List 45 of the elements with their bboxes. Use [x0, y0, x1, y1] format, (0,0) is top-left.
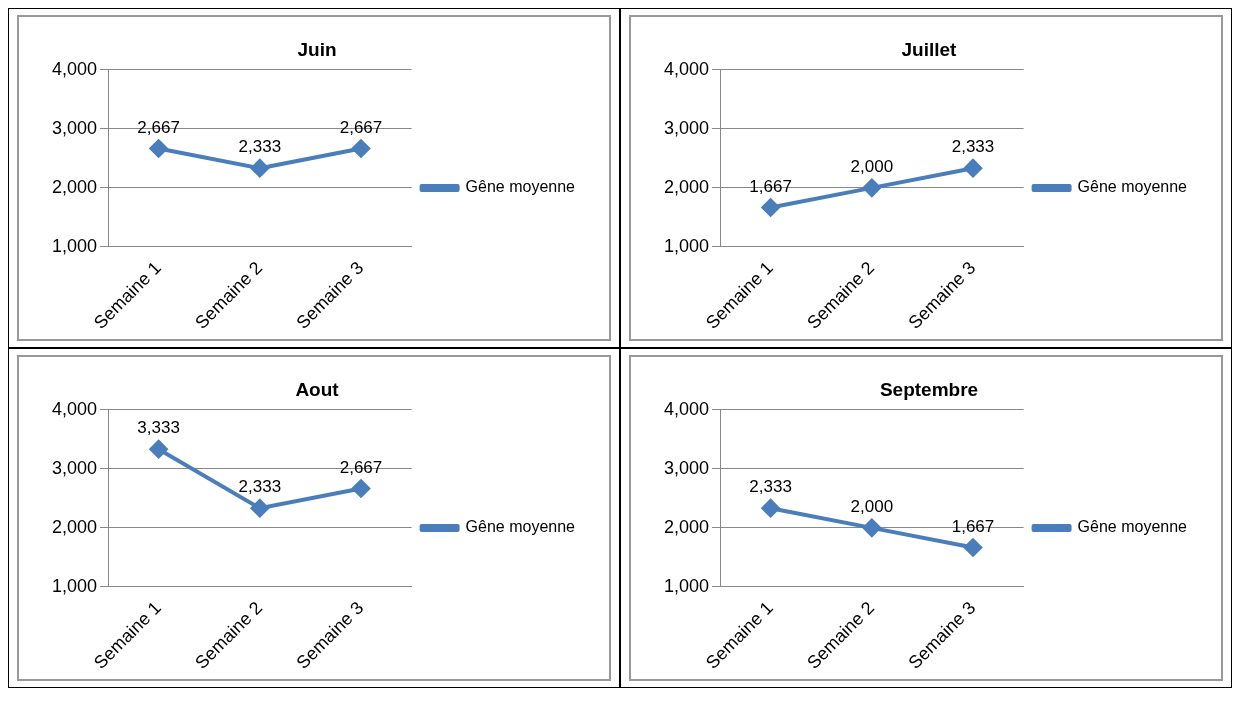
chart-title: Aout — [295, 378, 340, 400]
legend-label: Gêne moyenne — [1077, 518, 1188, 536]
data-label: 3,333 — [137, 418, 180, 438]
y-tick-label: 2,000 — [52, 516, 98, 537]
legend-label: Gêne moyenne — [465, 178, 576, 196]
y-tick-label: 2,000 — [664, 176, 710, 197]
point — [862, 178, 881, 197]
y-tick-label: 4,000 — [664, 398, 710, 419]
chart-title: Septembre — [879, 378, 979, 400]
legend-label: Gêne moyenne — [465, 518, 576, 536]
data-label: 2,667 — [339, 457, 383, 477]
chart-title: Juin — [297, 38, 337, 60]
y-tick-label: 3,000 — [664, 117, 710, 138]
point — [352, 479, 370, 498]
data-label: 1,667 — [749, 176, 792, 196]
y-tick-label: 1,000 — [664, 235, 710, 256]
y-tick-label: 4,000 — [664, 58, 710, 79]
chart-title: Juillet — [901, 38, 958, 60]
y-tick-label: 1,000 — [52, 235, 98, 256]
data-label: 2,667 — [339, 117, 383, 137]
point — [964, 159, 982, 178]
y-tick-label: 3,000 — [664, 457, 710, 478]
data-label: 1,667 — [951, 516, 995, 536]
data-label: 2,000 — [850, 497, 894, 517]
point — [250, 499, 269, 518]
data-label: 2,000 — [850, 157, 894, 177]
point — [964, 538, 982, 557]
point — [149, 440, 168, 459]
y-tick-label: 1,000 — [52, 575, 98, 596]
y-tick-label: 3,000 — [52, 117, 98, 138]
data-label: 2,333 — [951, 137, 995, 157]
point — [761, 499, 780, 518]
legend-label: Gêne moyenne — [1077, 178, 1188, 196]
point — [862, 518, 881, 537]
data-label: 2,667 — [137, 117, 180, 137]
y-tick-label: 3,000 — [52, 457, 98, 478]
y-tick-label: 2,000 — [52, 176, 98, 197]
y-tick-label: 2,000 — [664, 516, 710, 537]
y-tick-label: 4,000 — [52, 58, 98, 79]
y-tick-label: 4,000 — [52, 398, 98, 419]
data-label: 2,333 — [238, 477, 282, 497]
y-tick-label: 1,000 — [664, 575, 710, 596]
data-label: 2,333 — [238, 137, 282, 157]
data-label: 2,333 — [749, 477, 792, 497]
point — [761, 198, 780, 217]
